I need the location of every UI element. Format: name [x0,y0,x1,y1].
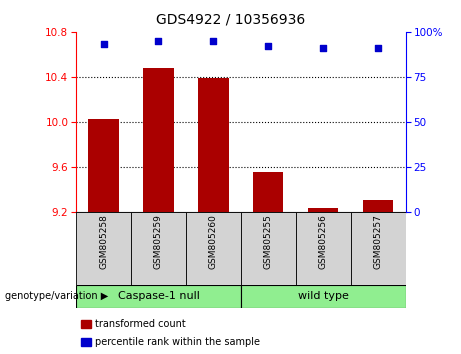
Text: GSM805257: GSM805257 [374,215,383,269]
Point [210,38,217,44]
Bar [81,320,91,328]
Point [155,38,162,44]
Bar [131,212,186,285]
Bar [253,172,284,212]
Bar [241,285,406,308]
Point [319,45,327,51]
Point [100,42,107,47]
Text: percentile rank within the sample: percentile rank within the sample [95,337,260,347]
Text: GSM805258: GSM805258 [99,215,108,269]
Text: transformed count: transformed count [95,319,185,329]
Bar [89,119,118,212]
Text: GDS4922 / 10356936: GDS4922 / 10356936 [156,12,305,27]
Bar [308,208,338,212]
Bar [351,212,406,285]
Text: Caspase-1 null: Caspase-1 null [118,291,200,302]
Text: GSM805259: GSM805259 [154,215,163,269]
Bar [143,68,174,212]
Bar [198,78,229,212]
Bar [76,285,241,308]
Bar [241,212,296,285]
Bar [81,338,91,346]
Bar [76,212,131,285]
Bar [296,212,351,285]
Bar [363,200,393,212]
Point [265,44,272,49]
Bar [186,212,241,285]
Text: genotype/variation ▶: genotype/variation ▶ [5,291,108,302]
Point [374,45,382,51]
Text: GSM805255: GSM805255 [264,215,273,269]
Text: GSM805256: GSM805256 [319,215,328,269]
Text: GSM805260: GSM805260 [209,215,218,269]
Text: wild type: wild type [298,291,349,302]
